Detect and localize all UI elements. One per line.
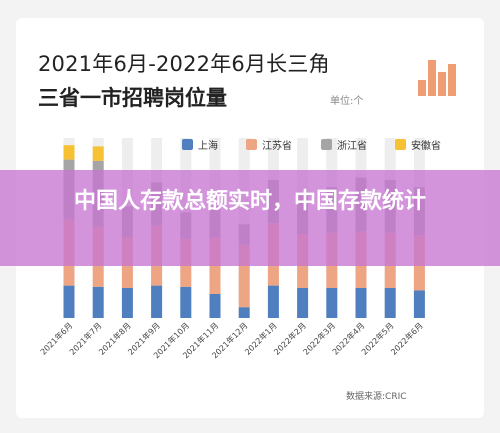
bar-segment [326,288,338,318]
unit-label: 单位:个 [330,96,364,107]
bar-segment [238,244,250,308]
legend-swatch [321,139,332,150]
bar-segment [384,288,396,318]
bar-segment [297,288,309,318]
logo-bar-3 [438,72,446,96]
legend-swatch [246,139,257,150]
chart-title-line2: 三省一市招聘岗位量 [38,86,227,110]
bar-segment [63,145,75,160]
bar-segment [355,288,367,318]
bar-segment [238,307,250,318]
bar-chart-logo-icon [418,60,456,96]
legend-swatch [395,139,406,150]
legend-swatch [182,139,193,150]
bar-segment [92,286,104,318]
bar-segment [209,294,221,318]
source-label: 数据来源:CRIC [346,392,407,402]
bar-segment [267,285,279,318]
legend-label: 安徽省 [411,139,441,152]
bar-segment [92,146,104,161]
logo-bar-4 [448,64,456,96]
legend-label: 浙江省 [337,139,367,152]
logo-bar-1 [418,80,426,96]
bar-segment [63,285,75,318]
bar-segment [121,288,133,318]
bar-segment [151,285,163,318]
legend-label: 上海 [198,139,218,152]
chart-title-line1: 2021年6月-2022年6月长三角 [38,52,330,76]
banner-text: 中国人存款总额实时，中国存款统计 [73,189,426,214]
legend-label: 江苏省 [262,139,292,152]
overlay-banner [0,170,500,266]
logo-bar-2 [428,60,436,96]
bar-segment [413,290,425,318]
bar-segment [180,286,192,318]
